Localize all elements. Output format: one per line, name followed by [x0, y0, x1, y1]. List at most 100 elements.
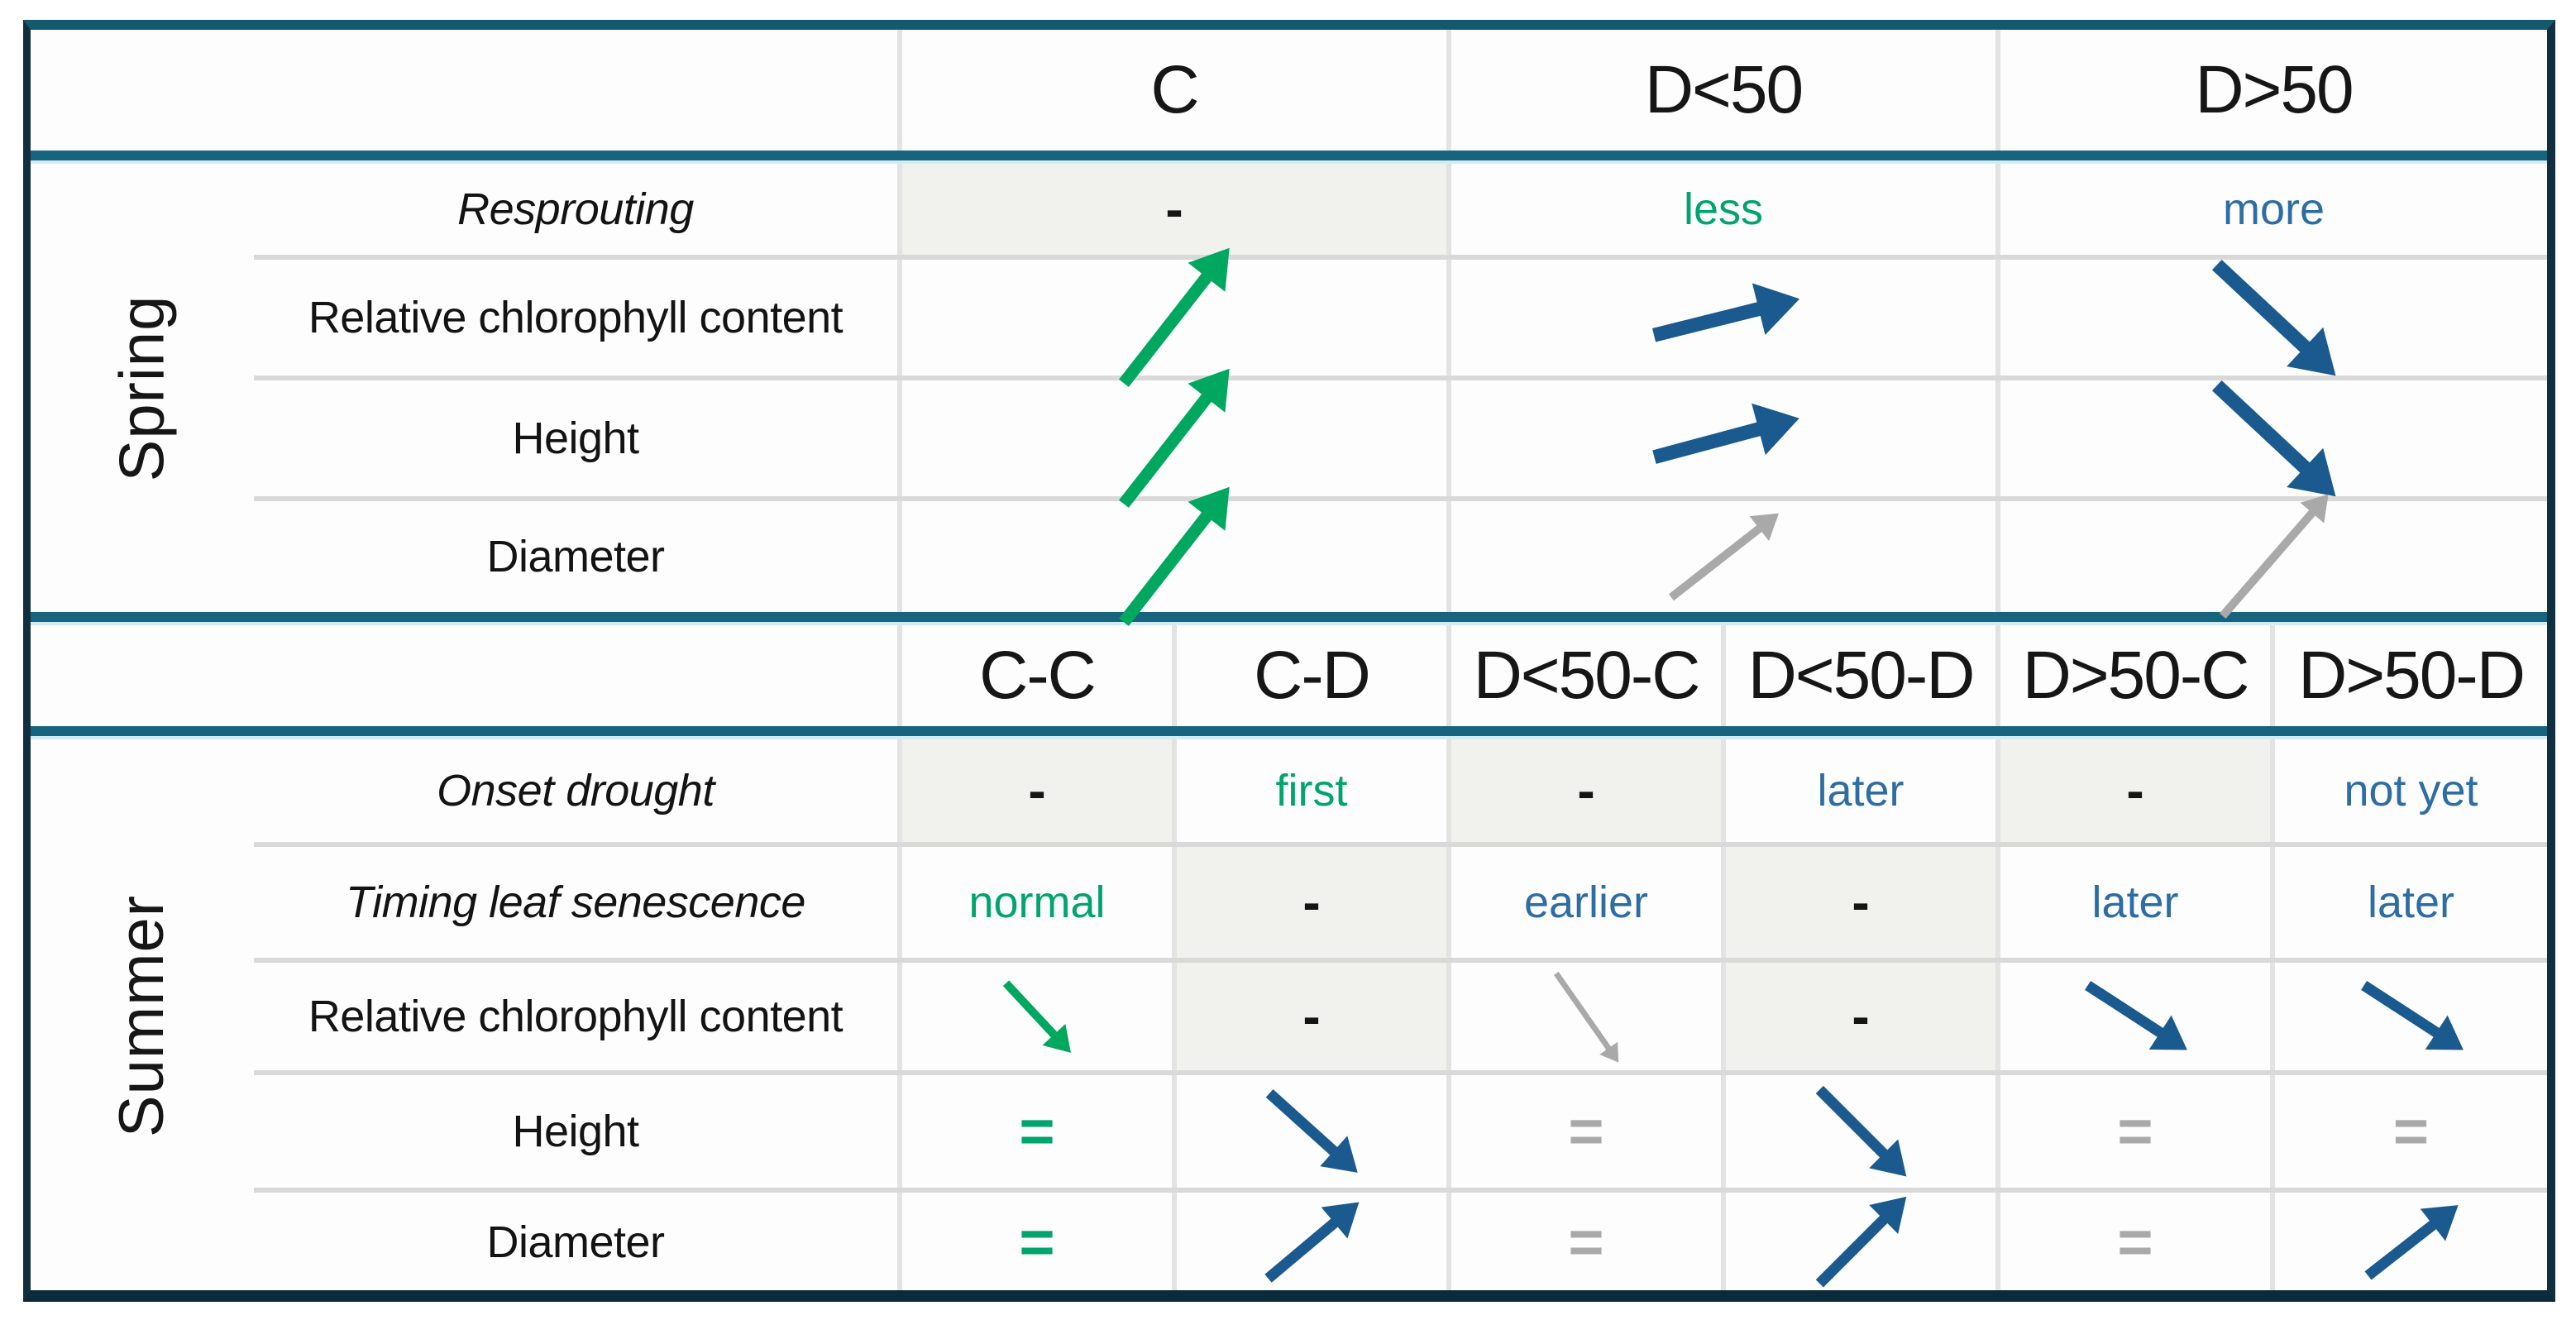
no-data-dash-symbol: - [1577, 761, 1595, 820]
table-cell [1995, 380, 2547, 496]
table-cell [897, 247, 1446, 387]
table-cell: = [1446, 1075, 1721, 1188]
column-header: C-C [897, 625, 1172, 726]
table-cell: - [1172, 963, 1446, 1070]
table-cell: - [897, 164, 1446, 255]
table-cell [897, 368, 1446, 508]
no-data-dash-symbol: - [1028, 761, 1046, 820]
table-cell [2270, 963, 2547, 1070]
table-cell: - [897, 739, 1172, 842]
row-label: Height [512, 1107, 639, 1156]
row-label: Resprouting [457, 184, 694, 234]
trend-decrease-icon [1250, 1073, 1374, 1190]
cell-text: more [2222, 184, 2325, 234]
column-header: D<50-C [1446, 625, 1721, 726]
table-cell: later [2270, 847, 2547, 958]
table-cell: later [1995, 847, 2270, 958]
table-cell: = [1995, 1075, 2270, 1188]
column-header: C [897, 30, 1446, 151]
no-data-dash-symbol: - [1852, 987, 1870, 1046]
row-label: Onset drought [437, 766, 714, 815]
row-label: Timing leaf senescence [346, 878, 805, 927]
table-cell: = [897, 1075, 1172, 1188]
no-data-dash-symbol: - [1852, 873, 1870, 932]
season-rows: Onset drought - first - later - not yet Timing … [254, 739, 2547, 1290]
equal-symbol: = [1568, 1208, 1604, 1276]
trend-decrease-icon [2071, 964, 2200, 1069]
season-label: Summer [31, 739, 254, 1290]
table-cell [1995, 259, 2547, 375]
trend-increase-icon [2206, 482, 2341, 631]
cell-text: normal [968, 878, 1106, 927]
table-cell [1446, 380, 1995, 496]
table-row: Relative chlorophyll content - - [254, 958, 2547, 1070]
cell-text: first [1275, 766, 1348, 815]
table-cell: earlier [1446, 847, 1721, 958]
table-cell: - [1172, 847, 1446, 958]
column-header: D>50-D [2270, 625, 2547, 726]
teal-separator [31, 726, 2547, 739]
table-cell [1721, 1193, 1995, 1290]
header-label-spacer [31, 625, 897, 726]
row-label: Relative chlorophyll content [308, 293, 844, 342]
table-cell: - [1446, 739, 1721, 842]
equal-symbol: = [1019, 1208, 1055, 1276]
trend-increase-icon [2349, 1188, 2472, 1290]
trend-strong-increase-icon [1099, 352, 1250, 524]
cell-text: not yet [2344, 766, 2478, 815]
trend-strong-increase-icon [1099, 232, 1250, 404]
no-data-dash-symbol: - [1302, 987, 1321, 1046]
season-rows: Resprouting - less more Relative chlorophyll… [254, 164, 2547, 626]
trend-decrease-icon [1799, 1070, 1923, 1193]
no-data-dash-symbol: - [1302, 873, 1321, 932]
table-row: Height = = = = [254, 1070, 2547, 1188]
table-cell [1172, 1075, 1446, 1188]
table-cell [897, 486, 1446, 626]
column-header: D<50 [1446, 30, 1995, 151]
trend-slight-increase-icon [1640, 270, 1806, 365]
summer-section: Summer Onset drought - first - later - not yet T… [31, 739, 2547, 1290]
table-row: Onset drought - first - later - not yet [254, 739, 2547, 842]
row-label: Diameter [486, 532, 665, 581]
column-header: D>50-C [1995, 625, 2270, 726]
table-cell: later [1721, 739, 1995, 842]
results-table: C D<50 D>50 Spring Resprouting - less more Rela… [23, 20, 2555, 1302]
cell-text: less [1683, 184, 1764, 234]
teal-separator [31, 612, 2547, 625]
table-cell: normal [897, 847, 1172, 958]
table-cell [1446, 260, 1995, 375]
trend-increase-icon [1250, 1185, 1374, 1290]
table-cell: not yet [2270, 739, 2547, 842]
trend-increase-icon [1799, 1181, 1923, 1290]
spring-column-header-row: C D<50 D>50 [31, 30, 2547, 151]
spring-section: Spring Resprouting - less more Relative chlor… [31, 164, 2547, 626]
table-cell: less [1446, 164, 1995, 255]
cell-text: later [1817, 766, 1905, 815]
season-label-text: Spring [107, 294, 178, 481]
table-cell: - [1721, 847, 1995, 958]
cell-text: later [2367, 878, 2455, 927]
table-cell: - [1721, 963, 1995, 1070]
trend-slight-increase-icon [1640, 390, 1807, 486]
table-row: Height [254, 368, 2547, 508]
table-cell [1995, 963, 2270, 1070]
table-row: Relative chlorophyll content [254, 247, 2547, 387]
cell-text: earlier [1523, 878, 1649, 927]
row-label: Relative chlorophyll content [308, 992, 844, 1041]
season-label: Spring [31, 164, 254, 612]
trend-decrease-icon [1543, 963, 1629, 1069]
table-row: Diameter [254, 486, 2547, 626]
no-data-dash-symbol: - [2126, 761, 2144, 820]
trend-decrease-icon [2347, 964, 2476, 1069]
equal-symbol: = [1568, 1097, 1604, 1165]
table-cell [2270, 1193, 2547, 1290]
table-cell [1721, 1075, 1995, 1188]
equal-symbol: = [2392, 1097, 2430, 1165]
season-label-text: Summer [107, 894, 178, 1137]
table-cell [897, 963, 1172, 1070]
trend-decrease-icon [2191, 359, 2355, 517]
table-cell: = [897, 1193, 1172, 1290]
equal-symbol: = [2117, 1208, 2153, 1276]
table-cell [1172, 1193, 1446, 1290]
cell-text: later [2091, 878, 2179, 927]
